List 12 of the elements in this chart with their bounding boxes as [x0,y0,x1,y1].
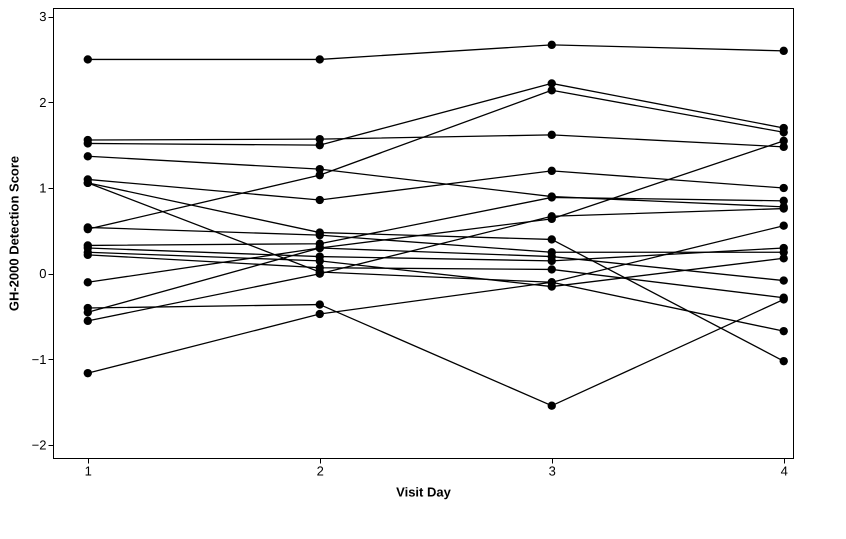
x-tick-label: 4 [780,464,788,478]
y-tick-label: 3 [39,9,46,24]
x-tick-label: 2 [316,464,324,478]
x-tick-label: 1 [84,464,92,478]
x-axis-title: Visit Day [396,484,452,500]
y-axis-title: GH-2000 Detection Score [6,156,22,312]
y-tick-label: 0 [39,266,46,282]
y-tick-label: 2 [39,94,46,110]
y-tick-label: −1 [32,352,46,367]
x-tick-label: 3 [548,464,556,478]
y-tick-label: −2 [32,438,46,453]
y-tick-label: 1 [39,180,46,196]
